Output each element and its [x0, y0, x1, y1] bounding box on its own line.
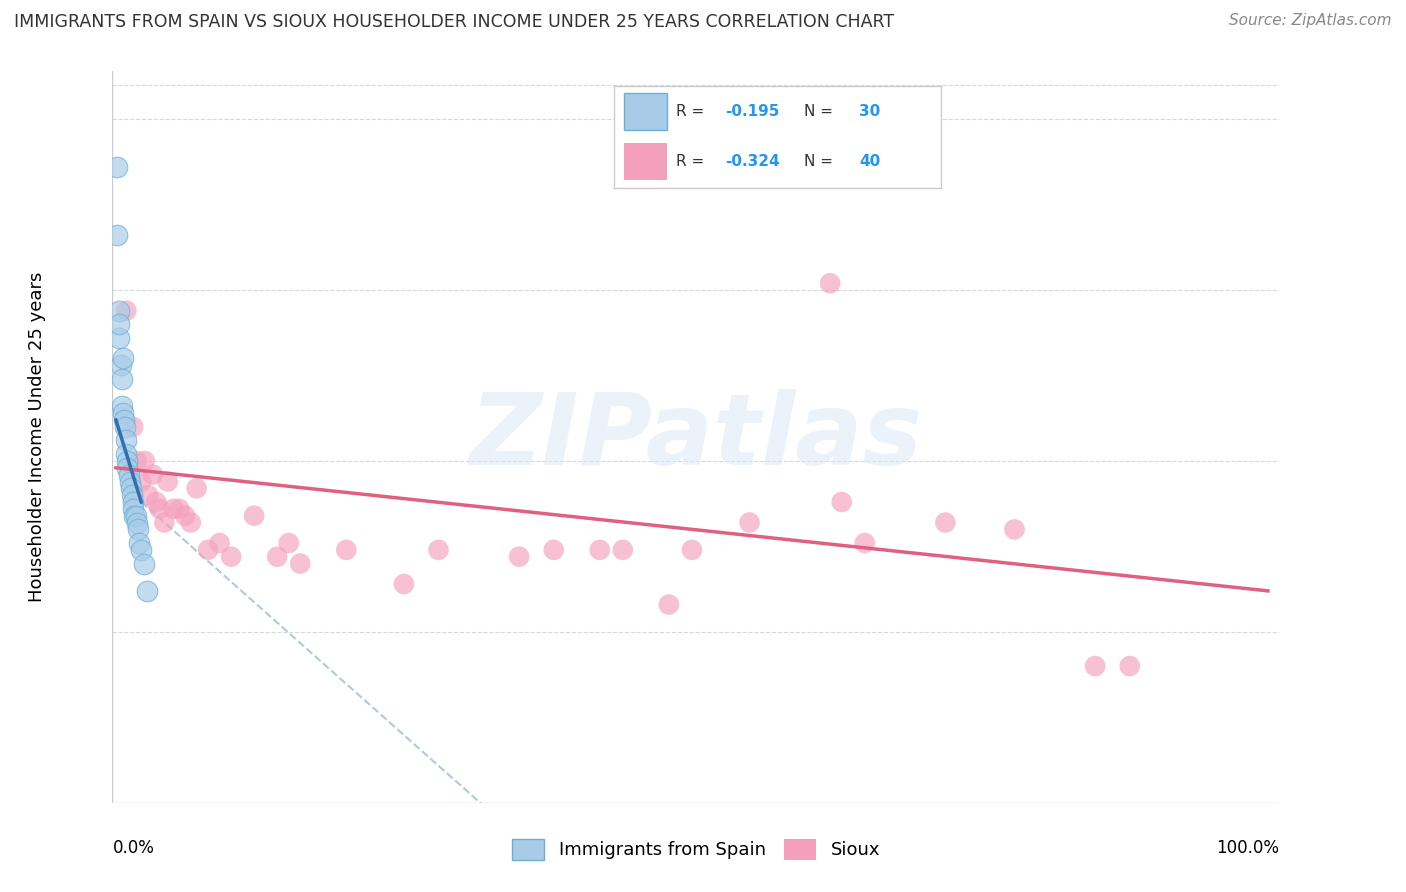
Point: [108, 318, 131, 332]
Point: [589, 542, 612, 557]
Point: [115, 447, 138, 461]
Point: [174, 508, 197, 523]
Point: [117, 454, 139, 468]
Point: [277, 536, 299, 550]
Point: [124, 508, 146, 523]
Point: [129, 542, 152, 557]
Point: [243, 508, 266, 523]
Point: [1004, 522, 1026, 536]
Point: [427, 542, 450, 557]
Point: [105, 228, 128, 243]
Point: [934, 516, 956, 530]
Point: [110, 359, 132, 373]
Text: Source: ZipAtlas.com: Source: ZipAtlas.com: [1229, 13, 1392, 29]
Point: [1084, 659, 1107, 673]
Text: 0.0%: 0.0%: [112, 839, 155, 857]
Point: [508, 549, 530, 564]
Point: [142, 467, 165, 482]
Point: [186, 481, 208, 495]
Point: [831, 495, 853, 509]
Point: [111, 406, 134, 420]
Point: [127, 522, 149, 536]
Point: [134, 454, 156, 468]
Point: [128, 536, 150, 550]
Point: [392, 577, 415, 591]
Point: [1118, 659, 1140, 673]
Point: [818, 277, 841, 291]
Point: [125, 516, 148, 530]
Point: [145, 495, 167, 509]
Point: [111, 400, 134, 414]
Point: [122, 420, 145, 434]
Text: ZIPatlas: ZIPatlas: [470, 389, 922, 485]
Point: [111, 351, 134, 366]
Point: [266, 549, 288, 564]
Point: [180, 516, 202, 530]
Point: [162, 501, 184, 516]
Point: [112, 413, 135, 427]
Point: [153, 516, 176, 530]
Point: [169, 501, 191, 516]
Point: [117, 467, 139, 482]
Point: [219, 549, 242, 564]
Point: [197, 542, 219, 557]
Point: [543, 542, 565, 557]
Point: [290, 557, 312, 571]
Point: [115, 434, 138, 448]
Point: [111, 372, 134, 386]
Point: [118, 475, 141, 489]
Point: [149, 501, 172, 516]
Point: [108, 331, 131, 345]
Point: [124, 508, 146, 523]
Point: [114, 420, 136, 434]
Point: [132, 557, 155, 571]
Point: [122, 495, 145, 509]
Point: [105, 160, 128, 174]
Legend: Immigrants from Spain, Sioux: Immigrants from Spain, Sioux: [512, 838, 880, 860]
Point: [115, 303, 138, 318]
Point: [129, 475, 152, 489]
Point: [136, 583, 159, 598]
Point: [136, 488, 159, 502]
Point: [121, 488, 143, 502]
Point: [125, 454, 148, 468]
Point: [658, 598, 681, 612]
Text: Householder Income Under 25 years: Householder Income Under 25 years: [28, 272, 45, 602]
Point: [156, 475, 179, 489]
Point: [108, 303, 131, 318]
Point: [681, 542, 703, 557]
Point: [335, 542, 357, 557]
Point: [612, 542, 634, 557]
Text: IMMIGRANTS FROM SPAIN VS SIOUX HOUSEHOLDER INCOME UNDER 25 YEARS CORRELATION CHA: IMMIGRANTS FROM SPAIN VS SIOUX HOUSEHOLD…: [14, 13, 894, 31]
Point: [120, 481, 142, 495]
Point: [117, 460, 139, 475]
Point: [208, 536, 231, 550]
Point: [853, 536, 876, 550]
Text: 100.0%: 100.0%: [1216, 839, 1279, 857]
Point: [122, 501, 145, 516]
Point: [738, 516, 761, 530]
